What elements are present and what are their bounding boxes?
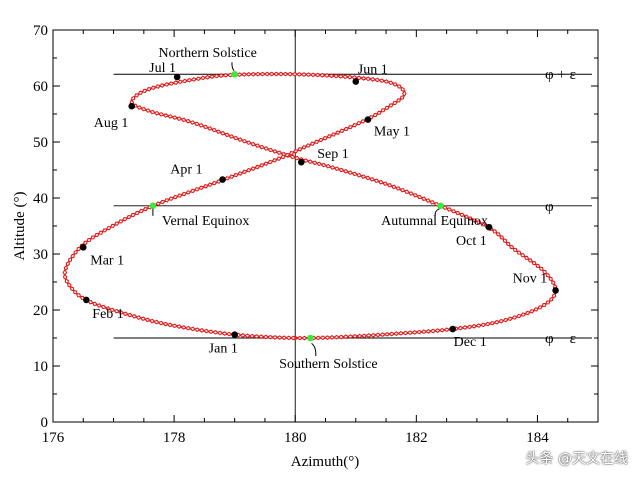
event-marker <box>437 202 444 210</box>
event-label: Autumnal Equinox <box>381 214 488 229</box>
event-leader <box>434 208 440 216</box>
watermark: 头条 @天文在线 <box>525 451 628 467</box>
x-tick-label: 184 <box>526 430 549 446</box>
event-label: Southern Solstice <box>279 357 377 372</box>
event-label: Vernal Equinox <box>162 214 249 229</box>
y-tick-label: 0 <box>41 415 49 431</box>
x-tick-label: 182 <box>405 430 428 446</box>
y-tick-label: 70 <box>33 23 48 39</box>
month-marker <box>552 287 559 294</box>
y-tick-label: 50 <box>33 135 48 151</box>
month-marker <box>83 296 90 304</box>
annotations: Jan 1 Feb 1 Mar 1 Apr 1 May 1 Jun 1 Jul 1 Aug 1… <box>90 46 547 372</box>
month-marker <box>79 243 87 251</box>
month-marker <box>173 73 181 81</box>
month-label: Oct 1 <box>456 234 487 249</box>
month-marker <box>485 223 493 231</box>
y-tick-label: 60 <box>33 79 48 95</box>
y-tick-label: 40 <box>33 191 48 207</box>
event-marker <box>307 334 314 342</box>
event-leader <box>311 343 317 357</box>
y-tick-label: 10 <box>33 359 48 375</box>
month-label: Jun 1 <box>358 63 388 78</box>
curve-point <box>289 335 298 341</box>
event-leader <box>231 62 235 71</box>
month-marker <box>231 331 238 338</box>
y-axis-label: Altitude (°) <box>12 192 28 261</box>
month-label: Nov 1 <box>513 271 548 286</box>
month-marker <box>128 102 136 110</box>
month-label: Jan 1 <box>209 342 238 357</box>
x-tick-label: 176 <box>42 430 65 446</box>
event-label: Northern Solstice <box>158 46 256 61</box>
month-label: Apr 1 <box>170 163 202 178</box>
y-tick-label: 30 <box>33 247 48 263</box>
month-marker <box>449 325 456 333</box>
y-tick-label: 20 <box>33 303 48 319</box>
month-marker <box>219 176 226 183</box>
month-label: Sep 1 <box>317 147 349 162</box>
reference-line-label: φ − ε <box>545 331 576 347</box>
month-marker <box>364 116 372 123</box>
reference-line-label: φ + ε <box>545 67 576 83</box>
x-tick-label: 178 <box>163 430 186 446</box>
month-label: May 1 <box>374 125 410 140</box>
month-marker <box>297 158 305 166</box>
month-label: Dec 1 <box>454 335 487 350</box>
axis-ticks: 176 178 180 182 184 0 10 20 30 40 50 60 70 <box>33 23 599 446</box>
month-label: Feb 1 <box>92 307 124 322</box>
x-tick-label: 180 <box>284 430 307 446</box>
event-marker <box>231 70 238 78</box>
month-label: Mar 1 <box>90 253 124 268</box>
month-label: Aug 1 <box>94 116 129 131</box>
reference-line-label: φ <box>545 199 554 215</box>
date-markers <box>79 70 559 342</box>
reference-lines: φ + ε φ φ − ε <box>113 30 592 422</box>
event-marker <box>149 202 157 210</box>
month-label: Jul 1 <box>149 61 176 76</box>
x-axis-label: Azimuth(°) <box>291 454 359 470</box>
month-marker <box>352 78 360 85</box>
